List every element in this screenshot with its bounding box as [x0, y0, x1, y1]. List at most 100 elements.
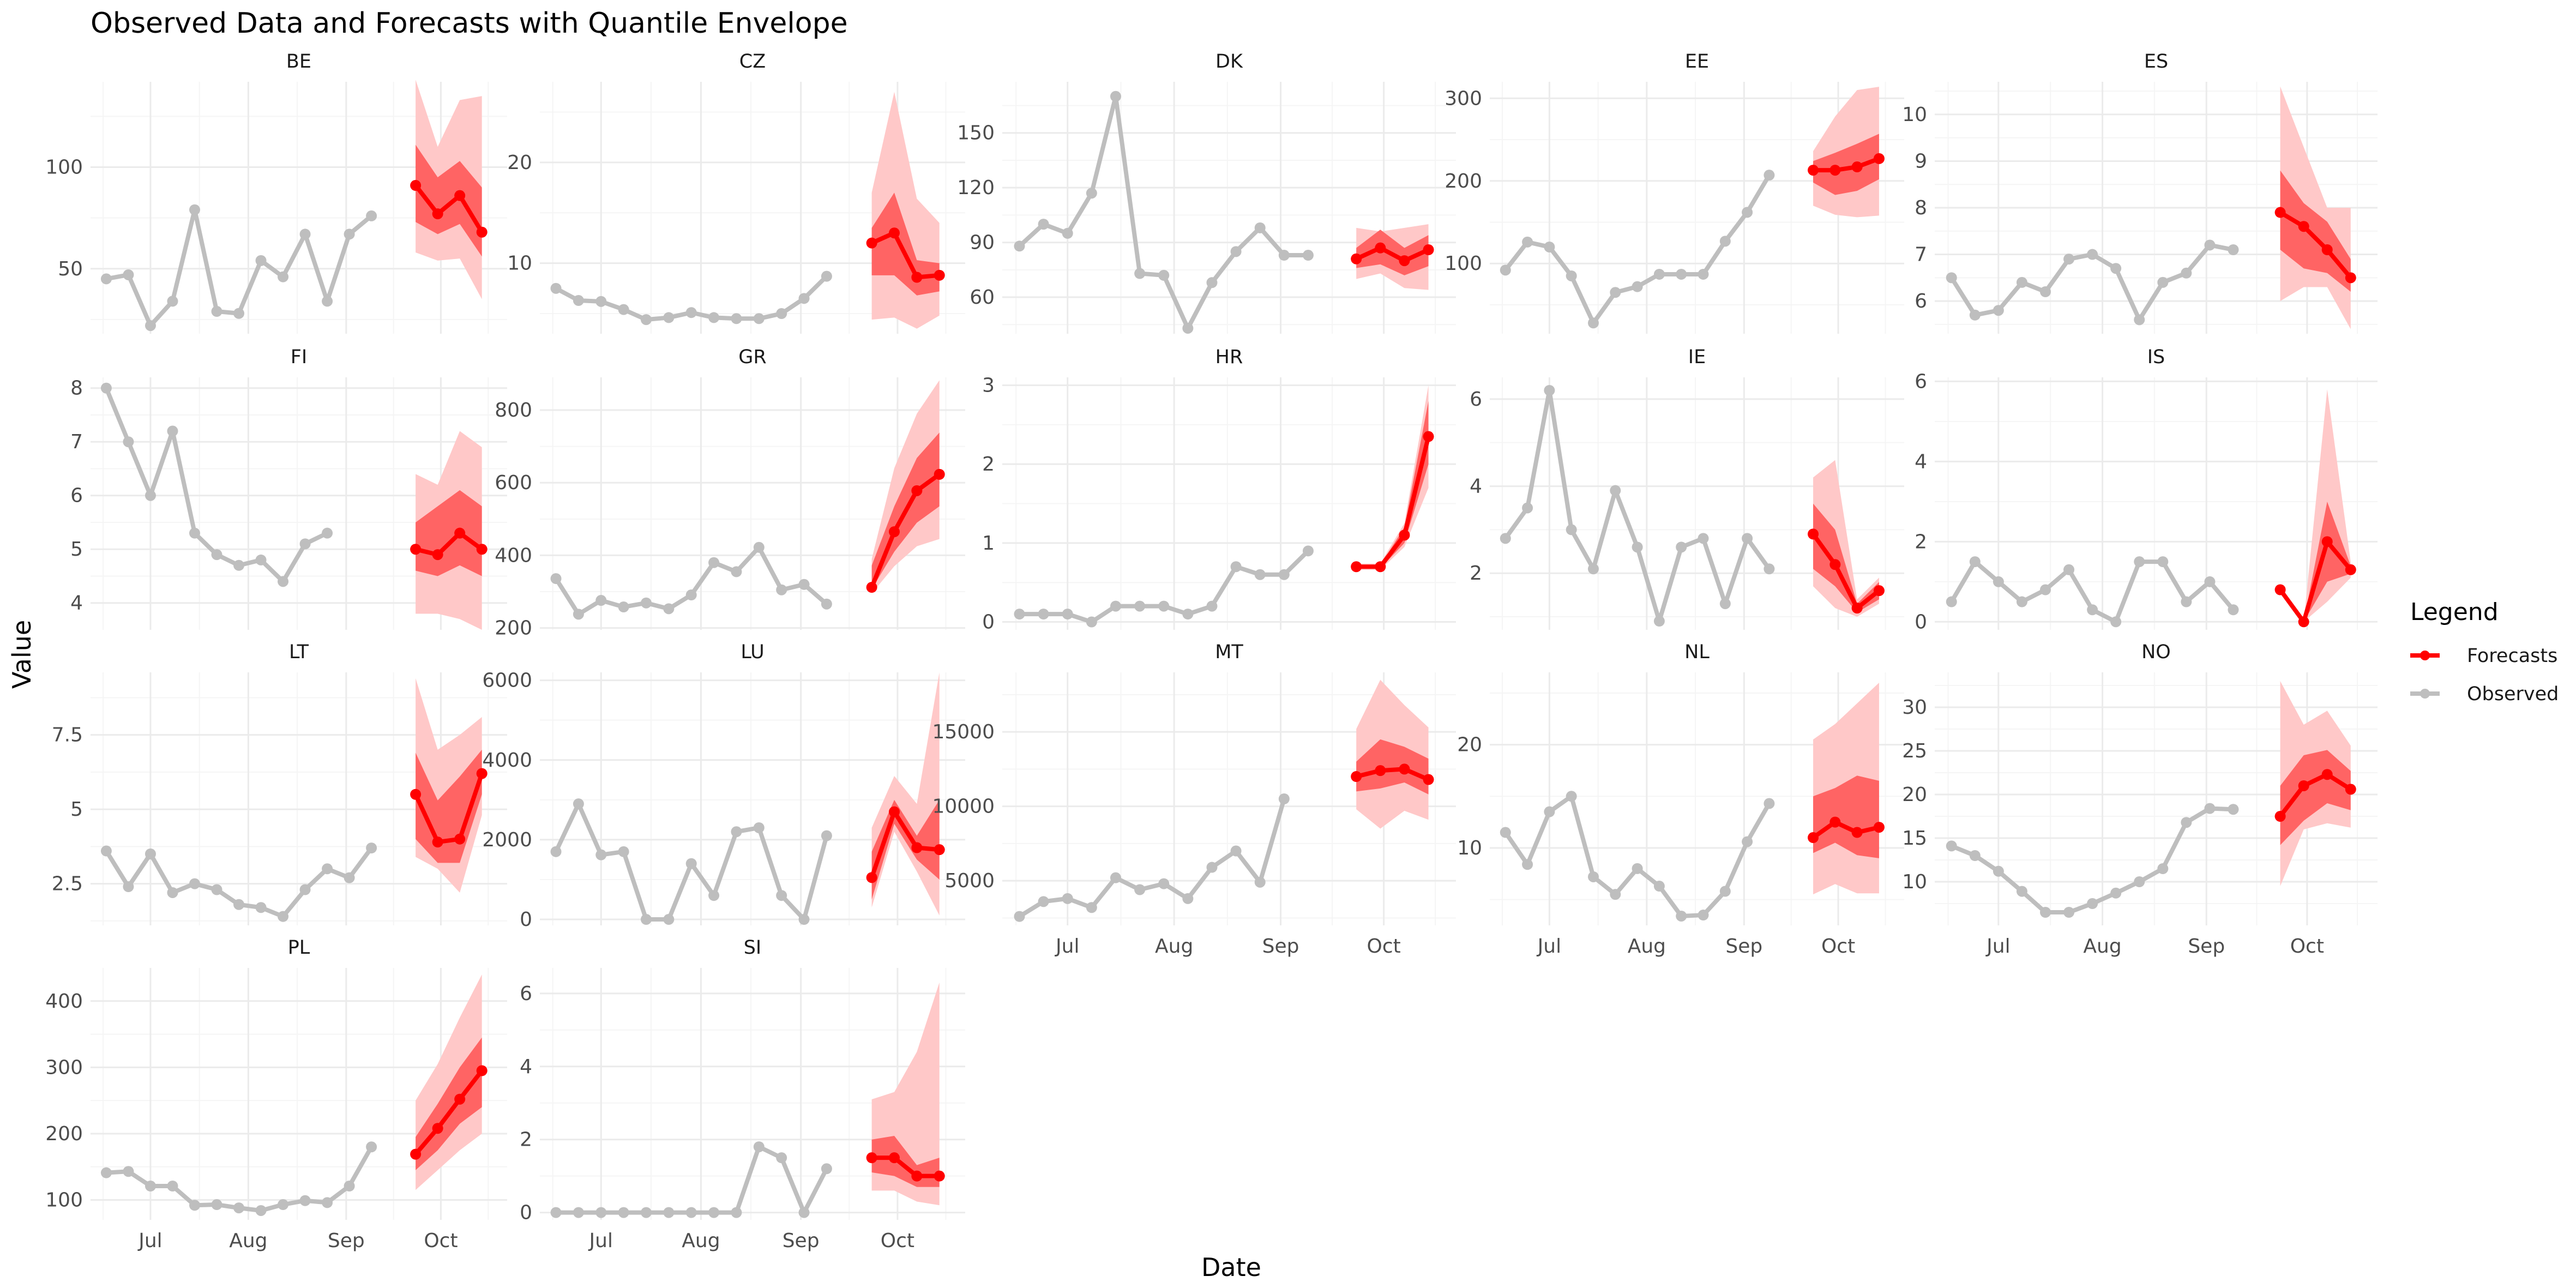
- forecast-point: [2345, 272, 2356, 284]
- observed-point: [641, 314, 652, 326]
- observed-point: [1278, 793, 1290, 804]
- observed-point: [1632, 281, 1643, 292]
- observed-point: [2040, 286, 2051, 297]
- y-axis-label: Value: [7, 620, 37, 689]
- x-tick-label: Sep: [2188, 935, 2225, 958]
- panel-lt: LT 2.5 5 7.5: [52, 641, 507, 925]
- forecast-point: [889, 526, 900, 538]
- observed-point: [2087, 898, 2098, 909]
- observed-point: [1254, 876, 1266, 888]
- observed-point: [1544, 806, 1555, 817]
- observed-point: [731, 313, 742, 324]
- forecast-point: [410, 544, 422, 555]
- forecast-point: [476, 768, 487, 779]
- observed-point: [145, 1180, 156, 1191]
- y-tick-label: 4: [1915, 450, 1927, 473]
- y-tick-label: 7.5: [52, 724, 83, 747]
- observed-point: [1254, 569, 1266, 580]
- forecast-point: [454, 527, 466, 539]
- observed-point: [189, 204, 200, 215]
- y-tick-label: 10: [1902, 104, 1927, 126]
- observed-point: [1038, 219, 1049, 230]
- forecast-point: [1851, 161, 1863, 173]
- forecast-outer-band-hr: [1356, 385, 1429, 570]
- panel-dk: DK 60 90 120 150: [957, 51, 1456, 334]
- panel-title-hr: HR: [1215, 346, 1243, 368]
- observed-point: [550, 573, 562, 585]
- observed-point: [1993, 305, 2004, 316]
- observed-point: [2228, 244, 2239, 255]
- forecast-point: [2298, 221, 2309, 232]
- observed-point: [618, 846, 629, 857]
- observed-point: [2134, 876, 2145, 887]
- observed-point: [1764, 563, 1775, 575]
- observed-point: [1038, 896, 1049, 907]
- observed-point: [1742, 533, 1753, 544]
- observed-point: [1182, 322, 1194, 334]
- observed-point: [123, 1166, 134, 1177]
- forecast-point: [432, 1123, 443, 1134]
- observed-point: [1302, 250, 1314, 261]
- observed-point: [1158, 269, 1170, 281]
- forecast-line-be: [413, 184, 484, 233]
- y-tick-label: 0: [520, 1202, 532, 1224]
- forecast-line-si: [871, 1155, 940, 1178]
- observed-point: [1500, 533, 1511, 544]
- panel-title-es: ES: [2144, 51, 2168, 73]
- observed-point: [550, 282, 562, 294]
- forecast-point: [866, 872, 877, 883]
- observed-point: [2110, 616, 2122, 628]
- y-tick-label: 4: [70, 592, 83, 615]
- observed-point: [1278, 569, 1290, 580]
- observed-point: [211, 549, 222, 561]
- observed-point: [573, 798, 584, 810]
- y-tick-label: 6: [1915, 290, 1927, 312]
- observed-point: [189, 1200, 200, 1211]
- observed-point: [322, 296, 333, 307]
- observed-point: [1062, 227, 1073, 239]
- observed-point: [233, 559, 245, 571]
- y-tick-label: 400: [495, 544, 532, 567]
- observed-point: [2110, 887, 2122, 899]
- observed-point: [123, 881, 134, 893]
- observed-point: [167, 296, 178, 307]
- y-tick-label: 120: [957, 177, 995, 199]
- forecast-line-mt: [1356, 767, 1430, 782]
- y-tick-label: 100: [1445, 252, 1482, 275]
- legend-key-forecasts-point: [2420, 651, 2430, 660]
- forecast-point: [934, 1170, 945, 1182]
- observed-point: [2134, 314, 2145, 326]
- y-tick-label: 2: [1470, 562, 1482, 585]
- y-tick-label: 30: [1902, 696, 1927, 719]
- forecast-inner-band-cz: [871, 192, 940, 296]
- forecast-point: [1399, 529, 1410, 541]
- x-axis-label: Date: [1201, 1253, 1261, 1282]
- forecast-inner-band-no: [2280, 750, 2351, 845]
- observed-point: [1588, 871, 1599, 882]
- y-tick-label: 6: [1470, 388, 1482, 411]
- observed-point: [2157, 276, 2169, 288]
- observed-point: [641, 597, 652, 609]
- forecast-inner-band-ee: [1813, 134, 1879, 195]
- forecast-inner-band-hr: [1356, 401, 1429, 569]
- y-tick-label: 1: [982, 532, 995, 555]
- observed-point: [731, 1207, 742, 1218]
- observed-point: [1086, 616, 1097, 628]
- x-tick-label: Jul: [137, 1230, 162, 1252]
- observed-point: [753, 313, 765, 324]
- observed-point: [322, 1197, 333, 1208]
- observed-point: [344, 872, 355, 883]
- observed-point: [211, 884, 222, 895]
- observed-point: [1014, 240, 1025, 252]
- observed-point: [1742, 207, 1753, 218]
- observed-point: [550, 1207, 562, 1218]
- panel-title-pl: PL: [288, 937, 310, 959]
- x-tick-label: Jul: [1985, 935, 2010, 958]
- forecast-line-no: [2278, 772, 2352, 818]
- observed-point: [2204, 239, 2216, 251]
- observed-point: [255, 902, 267, 913]
- forecast-line-lu: [869, 809, 940, 878]
- observed-point: [821, 830, 832, 841]
- y-tick-label: 25: [1902, 740, 1927, 762]
- y-tick-label: 6000: [482, 670, 532, 692]
